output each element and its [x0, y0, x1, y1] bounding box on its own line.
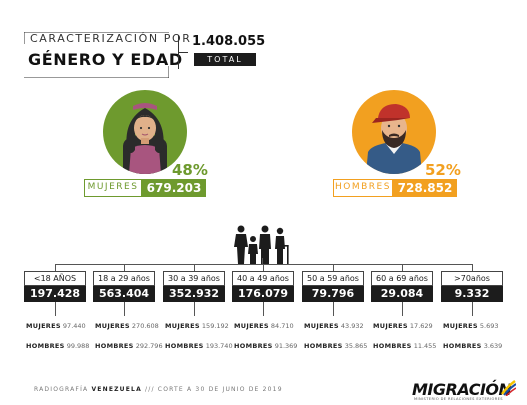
total-value: 1.408.055: [192, 34, 266, 49]
age-group-stem: [55, 302, 56, 316]
age-women-row: MUJERES 159.192: [165, 322, 229, 330]
age-women-label: MUJERES: [234, 322, 269, 330]
age-women-label: MUJERES: [443, 322, 478, 330]
tree-drop: [402, 264, 403, 271]
title-line-1: CARACTERIZACIÓN POR: [30, 32, 192, 45]
age-group-total: 79.796: [302, 286, 364, 302]
age-men-label: HOMBRES: [304, 342, 343, 350]
age-women-value: 43.932: [340, 322, 364, 330]
tree-drop: [333, 264, 334, 271]
age-men-value: 193.740: [205, 342, 233, 350]
age-women-row: MUJERES 97.440: [26, 322, 86, 330]
men-percent: 52%: [425, 161, 461, 179]
age-women-row: MUJERES 270.608: [95, 322, 159, 330]
age-group-label: 40 a 49 años: [232, 271, 294, 286]
age-women-label: MUJERES: [26, 322, 61, 330]
age-group-label: 50 a 59 años: [302, 271, 364, 286]
footer-text: RADIOGRAFÍA VENEZUELA /// CORTE A 30 DE …: [34, 386, 283, 393]
logo-swoosh-icon: [501, 380, 516, 396]
age-men-row: HOMBRES 99.988: [26, 342, 89, 350]
age-men-label: HOMBRES: [95, 342, 134, 350]
age-group-stem: [124, 302, 125, 316]
footer-venezuela: VENEZUELA: [91, 386, 142, 393]
tree-drop: [194, 264, 195, 271]
women-value: 679.203: [142, 179, 206, 197]
age-men-label: HOMBRES: [373, 342, 412, 350]
women-percent: 48%: [172, 161, 208, 179]
age-men-label: HOMBRES: [165, 342, 204, 350]
age-men-value: 35.865: [344, 342, 368, 350]
age-men-label: HOMBRES: [443, 342, 482, 350]
footer-corte: /// CORTE A 30 DE JUNIO DE 2019: [145, 386, 283, 393]
title-line-2: GÉNERO Y EDAD: [28, 50, 183, 69]
title-tick: [178, 52, 188, 53]
woman-avatar-icon: [103, 90, 187, 174]
age-women-label: MUJERES: [95, 322, 130, 330]
age-group-stem: [402, 302, 403, 316]
tree-stem: [262, 258, 263, 265]
age-men-value: 99.988: [66, 342, 90, 350]
tree-drop: [55, 264, 56, 271]
age-women-value: 159.192: [201, 322, 229, 330]
age-men-row: HOMBRES 11.455: [373, 342, 436, 350]
age-women-label: MUJERES: [373, 322, 408, 330]
age-group-total: 197.428: [24, 286, 86, 302]
age-men-row: HOMBRES 193.740: [165, 342, 233, 350]
age-group-label: 30 a 39 años: [163, 271, 225, 286]
age-group-stem: [194, 302, 195, 316]
age-group-total: 563.404: [93, 286, 155, 302]
age-group-stem: [263, 302, 264, 316]
age-group-total: 352.932: [163, 286, 225, 302]
age-women-value: 84.710: [270, 322, 294, 330]
total-label: TOTAL: [194, 53, 256, 66]
age-women-row: MUJERES 17.629: [373, 322, 433, 330]
age-women-row: MUJERES 43.932: [304, 322, 364, 330]
man-avatar-icon: [352, 90, 436, 174]
age-men-value: 11.455: [413, 342, 437, 350]
age-group-label: <18 AÑOS: [24, 271, 86, 286]
age-men-row: HOMBRES 35.865: [304, 342, 367, 350]
tree-drop: [472, 264, 473, 271]
age-group-label: >70años: [441, 271, 503, 286]
men-value: 728.852: [393, 179, 457, 197]
age-group-total: 29.084: [371, 286, 433, 302]
men-label: HOMBRES: [333, 179, 393, 197]
age-men-row: HOMBRES 3.639: [443, 342, 502, 350]
footer-radiografia: RADIOGRAFÍA: [34, 386, 89, 393]
migracion-logo: MIGRACIÓN: [412, 380, 512, 399]
logo-subtitle: MINISTERIO DE RELACIONES EXTERIORES: [414, 397, 503, 401]
age-group-total: 176.079: [232, 286, 294, 302]
age-men-label: HOMBRES: [26, 342, 65, 350]
tree-drop: [124, 264, 125, 271]
age-group-label: 18 a 29 años: [93, 271, 155, 286]
women-label: MUJERES: [84, 179, 142, 197]
tree-drop: [263, 264, 264, 271]
age-women-value: 17.629: [409, 322, 433, 330]
age-women-label: MUJERES: [304, 322, 339, 330]
age-women-row: MUJERES 5.693: [443, 322, 499, 330]
family-icon: [234, 225, 289, 264]
age-men-value: 3.639: [483, 342, 503, 350]
age-group-total: 9.332: [441, 286, 503, 302]
age-group-label: 60 a 69 años: [371, 271, 433, 286]
age-men-row: HOMBRES 91.369: [234, 342, 297, 350]
age-men-row: HOMBRES 292.796: [95, 342, 163, 350]
age-group-stem: [472, 302, 473, 316]
age-men-value: 292.796: [135, 342, 163, 350]
age-women-value: 5.693: [479, 322, 499, 330]
age-women-label: MUJERES: [165, 322, 200, 330]
age-men-label: HOMBRES: [234, 342, 273, 350]
age-men-value: 91.369: [274, 342, 298, 350]
age-group-stem: [333, 302, 334, 316]
age-women-value: 97.440: [62, 322, 86, 330]
age-women-value: 270.608: [131, 322, 159, 330]
age-women-row: MUJERES 84.710: [234, 322, 294, 330]
